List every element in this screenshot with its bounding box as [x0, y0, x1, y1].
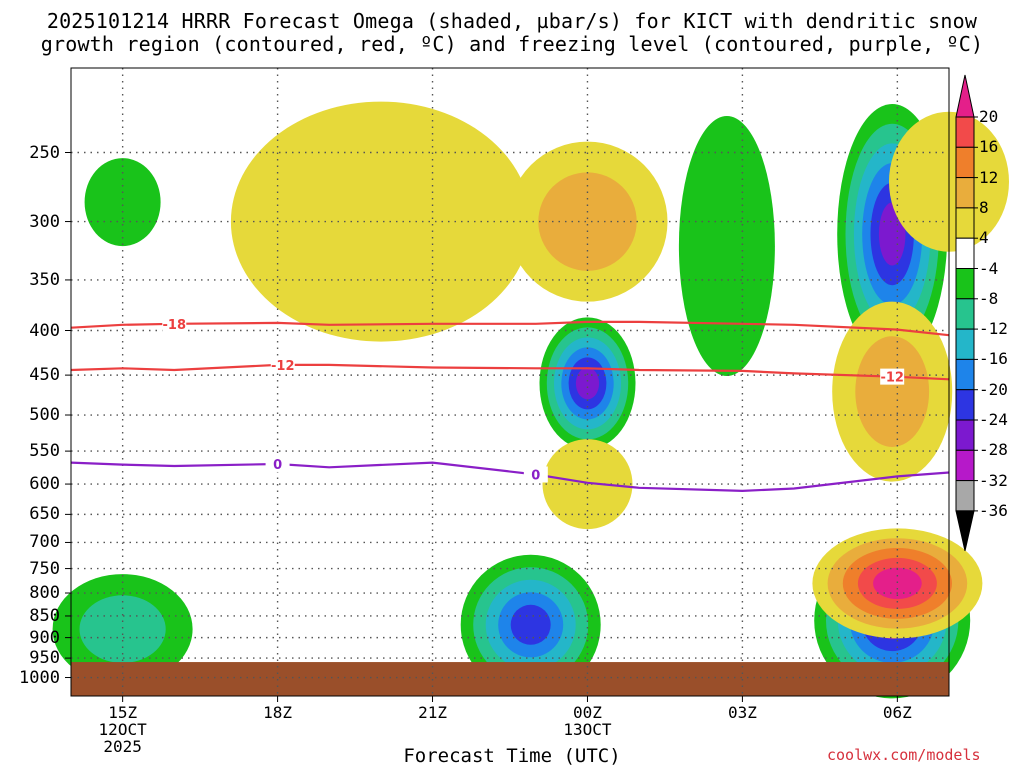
y-tick-label-500: 500 [29, 405, 60, 425]
dgz-contour-minus18-label-0: -18 [163, 318, 187, 333]
colorbar-band-11 [955, 449, 975, 482]
freezing-level-contour-label-bg-1 [523, 466, 548, 483]
freezing-level-contour-label-1: 0 [531, 468, 540, 483]
colorbar-label-8: -16 [979, 349, 1008, 369]
colorbar-label-10: -24 [979, 410, 1008, 429]
freezing-level-contour-label-0: 0 [273, 458, 282, 473]
freezing-level-contour-line [70, 461, 950, 493]
chart-title-line2: growth region (contoured, red, ºC) and f… [40, 32, 984, 56]
colorbar-band-4 [955, 237, 975, 269]
x-tick-label-15: 15Z 12OCT 2025 [98, 703, 147, 756]
omega-blob-0-level-0 [84, 158, 161, 247]
omega-blob-9-level-4 [510, 604, 551, 645]
chart-title-line1: 2025101214 HRRR Forecast Omega (shaded, … [46, 9, 978, 33]
y-tick-label-250: 250 [29, 142, 60, 163]
y-tick-label-300: 300 [29, 211, 60, 232]
grid-lines [65, 68, 949, 702]
y-tick-label-700: 700 [29, 532, 60, 553]
y-tick-label-350: 350 [29, 269, 60, 290]
colorbar [955, 74, 978, 552]
colorbar-band-1 [955, 146, 975, 179]
colorbar-label-13: -36 [979, 500, 1008, 520]
y-tick-label-550: 550 [29, 441, 60, 462]
colorbar-label-6: -8 [979, 288, 999, 308]
colorbar-label-3: 8 [979, 197, 989, 217]
colorbar-band-6 [955, 298, 975, 330]
dgz-contour-minus12-label-1: -12 [880, 371, 904, 386]
colorbar-band-0 [955, 116, 975, 148]
colorbar-arrow-top [955, 74, 975, 118]
credit-text: coolwx.com/models [827, 746, 981, 764]
y-tick-label-1000: 1000 [19, 667, 60, 688]
freezing-level-contour-label-bg-0 [265, 455, 290, 472]
omega-blob-7-level-1 [855, 336, 930, 447]
y-tick-label-600: 600 [29, 474, 60, 495]
colorbar-label-5: -4 [979, 258, 999, 278]
x-axis-label: Forecast Time (UTC) [403, 745, 621, 767]
dgz-contour-minus12-label-bg-1 [880, 368, 905, 385]
colorbar-band-9 [955, 389, 975, 421]
x-tick-label-24: 00Z 13OCT [563, 703, 612, 739]
dgz-contour-minus12-label-0: -12 [271, 359, 295, 374]
y-tick-label-900: 900 [29, 627, 60, 648]
colorbar-band-5 [955, 268, 975, 300]
colorbar-arrow-bottom [955, 510, 975, 552]
y-tick-label-950: 950 [29, 648, 60, 669]
contour-lines: -18 -12 -12 0 0 [70, 315, 950, 493]
colorbar-band-2 [955, 177, 975, 209]
colorbar-label-12: -32 [979, 470, 1008, 490]
y-tick-label-450: 450 [29, 365, 60, 386]
y-tick-label-400: 400 [29, 320, 60, 341]
colorbar-label-2: 12 [979, 167, 999, 187]
colorbar-label-4: 4 [979, 228, 989, 248]
omega-blob-8-level-1 [79, 595, 166, 663]
omega-blob-3-level-0 [678, 116, 775, 376]
x-tick-label-30: 06Z [882, 703, 912, 722]
y-tick-label-800: 800 [29, 583, 60, 603]
dgz-contour-minus18-label-bg-0 [162, 315, 187, 332]
y-tick-label-850: 850 [29, 605, 60, 626]
colorbar-label-1: 16 [979, 137, 999, 157]
omega-blob-2-level-1 [538, 172, 637, 271]
omega-blob-6-level-5 [575, 367, 600, 400]
y-tick-label-650: 650 [29, 504, 60, 525]
colorbar-band-10 [955, 419, 975, 451]
x-tick-label-18: 18Z [263, 703, 293, 722]
ground-fill [71, 662, 949, 696]
y-tick-label-750: 750 [29, 558, 60, 579]
colorbar-label-11: -28 [979, 440, 1008, 460]
x-tick-label-27: 03Z [727, 703, 757, 722]
colorbar-band-7 [955, 328, 975, 360]
colorbar-label-0: 20 [979, 107, 999, 126]
omega-blob-11-level-4 [873, 567, 922, 600]
colorbar-label-9: -20 [979, 379, 1008, 399]
dgz-contour-minus18-line [70, 320, 950, 337]
omega-blob-1-level-0 [230, 101, 531, 342]
colorbar-band-8 [955, 358, 975, 391]
dgz-contour-minus12-label-bg-0 [270, 356, 295, 373]
plot-frame [70, 67, 950, 697]
colorbar-band-12 [955, 480, 975, 512]
colorbar-band-3 [955, 207, 975, 239]
dgz-contour-minus12-line [70, 363, 950, 381]
colorbar-label-7: -12 [979, 319, 1008, 339]
omega-shading [52, 101, 1009, 699]
x-tick-label-21: 21Z [418, 703, 447, 722]
